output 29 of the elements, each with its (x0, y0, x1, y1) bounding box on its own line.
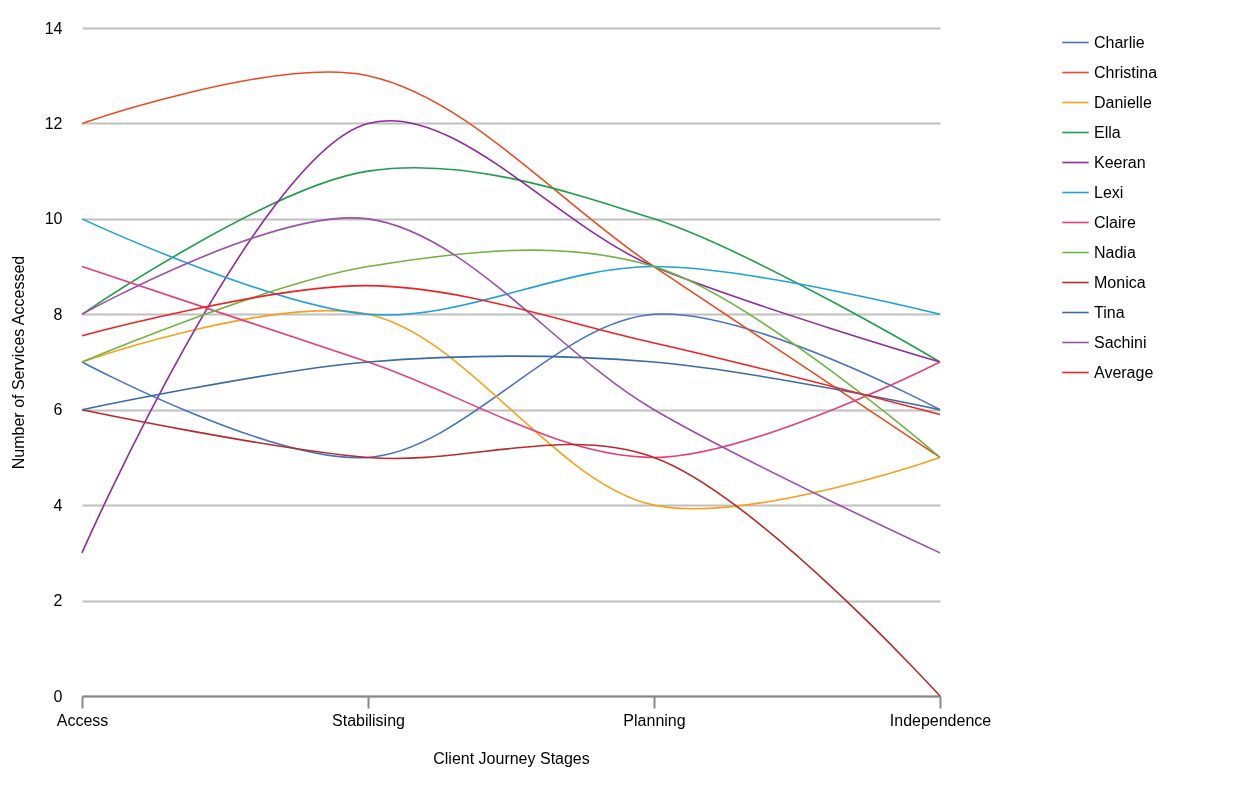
x-tick-label: Planning (623, 711, 686, 729)
line-series (81, 217, 941, 554)
line-series (81, 284, 941, 416)
legend-label: Charlie (1094, 33, 1145, 51)
legend-label: Claire (1094, 213, 1136, 231)
x-tick-label: Stabilising (332, 711, 405, 729)
y-tick-label: 6 (53, 401, 63, 419)
legend-label: Tina (1094, 303, 1125, 321)
legend-label: Christina (1094, 63, 1158, 81)
legend-label: Keeran (1094, 153, 1146, 171)
legend-label: Sachini (1094, 333, 1147, 351)
legend-label: Nadia (1094, 243, 1136, 261)
y-tick-label: 2 (53, 592, 63, 610)
x-axis-title: Client Journey Stages (433, 749, 590, 767)
y-tick-label: 12 (44, 114, 63, 132)
legend-label: Ella (1094, 123, 1121, 141)
legend-label: Lexi (1094, 183, 1124, 201)
legend-label: Monica (1094, 273, 1146, 291)
legend-label: Danielle (1094, 93, 1152, 111)
legend-label: Average (1094, 363, 1154, 381)
line-series (81, 313, 941, 459)
y-axis-title: Number of Services Accessed (9, 255, 27, 470)
x-tick-label: Independence (889, 711, 992, 729)
y-tick-label: 0 (53, 687, 63, 705)
y-tick-label: 14 (44, 19, 63, 37)
x-tick-label: Access (56, 711, 109, 729)
y-tick-label: 8 (53, 305, 63, 323)
y-tick-label: 4 (53, 496, 63, 514)
y-tick-label: 10 (44, 210, 63, 228)
